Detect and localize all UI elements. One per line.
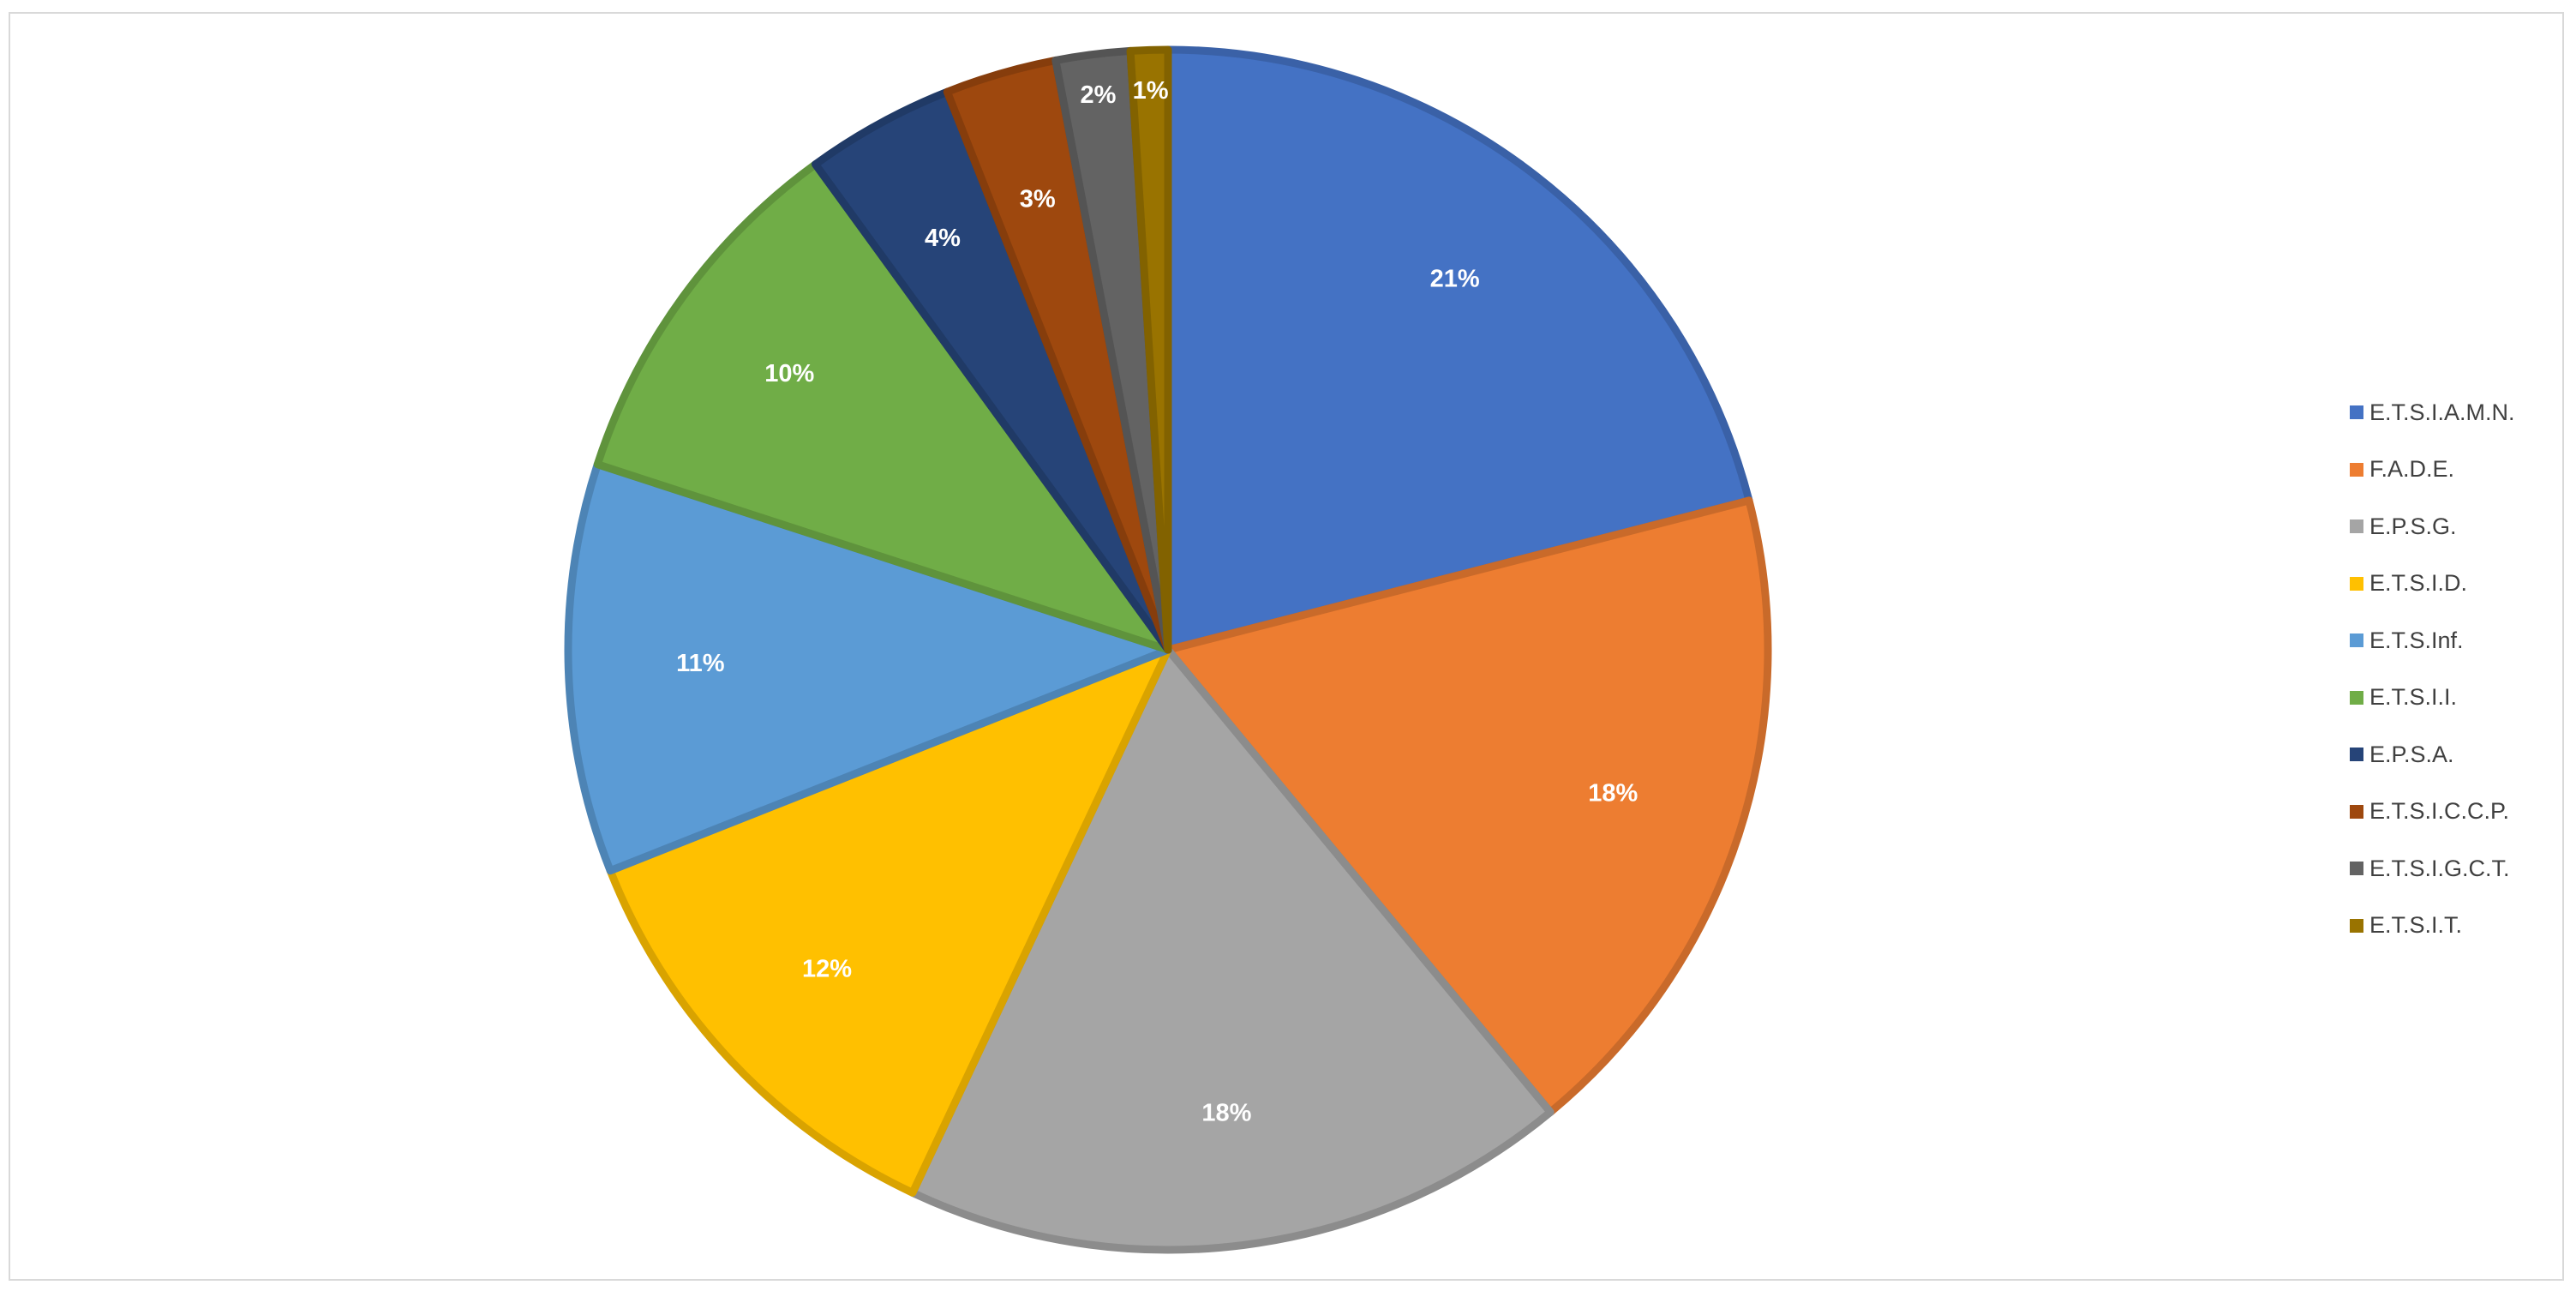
legend-swatch — [2350, 862, 2363, 876]
pie-slice-2 — [1164, 496, 1772, 1116]
legend-label: E.T.S.I.A.M.N. — [2369, 399, 2515, 425]
legend-item-10: E.T.S.I.T. — [2350, 898, 2515, 955]
legend-item-1: E.T.S.I.A.M.N. — [2350, 384, 2515, 441]
legend-label: E.P.S.G. — [2369, 513, 2457, 539]
legend: E.T.S.I.A.M.N. F.A.D.E. E.P.S.G. E.T.S.I.D.… — [2350, 384, 2515, 954]
data-label-2: 18% — [1588, 779, 1638, 807]
legend-swatch — [2350, 405, 2363, 420]
legend-item-5: E.T.S.Inf. — [2350, 612, 2515, 670]
data-label-1: 21% — [1430, 265, 1480, 292]
legend-swatch — [2350, 748, 2363, 762]
legend-label: E.T.S.I.T. — [2369, 912, 2463, 939]
legend-label: E.T.S.I.D. — [2369, 570, 2468, 597]
data-label-3: 18% — [1201, 1099, 1251, 1126]
legend-label: F.A.D.E. — [2369, 456, 2455, 483]
legend-swatch — [2350, 519, 2363, 534]
legend-label: E.T.S.I.G.C.T. — [2369, 855, 2510, 881]
chart-area: 21% 18% 18% 12% 11% 10% 4% 3% 2% 1% E.T.S.I.A.M.N… — [9, 12, 2564, 1281]
data-label-8: 3% — [1020, 185, 1056, 213]
data-label-10: 1% — [1133, 77, 1169, 105]
legend-swatch — [2350, 804, 2363, 819]
data-label-4: 12% — [802, 955, 852, 982]
legend-item-6: E.T.S.I.I. — [2350, 670, 2515, 727]
pie-chart: 21% 18% 18% 12% 11% 10% 4% 3% 2% 1% — [564, 45, 1772, 1254]
legend-swatch — [2350, 576, 2363, 591]
legend-label: E.T.S.Inf. — [2369, 627, 2464, 653]
data-label-7: 4% — [925, 225, 961, 252]
pie-slice-5 — [564, 460, 1172, 875]
pie-data-labels: 21% 18% 18% 12% 11% 10% 4% 3% 2% 1% — [676, 77, 1638, 1126]
legend-item-8: E.T.S.I.C.C.P. — [2350, 784, 2515, 841]
legend-item-2: F.A.D.E. — [2350, 441, 2515, 499]
legend-swatch — [2350, 633, 2363, 648]
data-label-9: 2% — [1080, 81, 1116, 109]
pie-slice-3 — [908, 645, 1555, 1254]
legend-swatch — [2350, 462, 2363, 477]
legend-label: E.T.S.I.I. — [2369, 684, 2458, 711]
data-label-6: 10% — [764, 360, 814, 387]
legend-item-4: E.T.S.I.D. — [2350, 555, 2515, 613]
legend-label: E.P.S.A. — [2369, 741, 2454, 767]
pie-slices — [564, 45, 1772, 1254]
legend-item-9: E.T.S.I.G.C.T. — [2350, 840, 2515, 898]
legend-swatch — [2350, 918, 2363, 933]
pie-slice-4 — [606, 645, 1172, 1197]
legend-item-3: E.P.S.G. — [2350, 498, 2515, 555]
legend-swatch — [2350, 690, 2363, 705]
pie-slice-10 — [1126, 45, 1172, 654]
legend-label: E.T.S.I.C.C.P. — [2369, 798, 2510, 825]
pie-slice-1 — [1164, 45, 1753, 654]
data-label-5: 11% — [676, 650, 725, 677]
pie-slice-6 — [593, 160, 1172, 654]
legend-item-7: E.P.S.A. — [2350, 726, 2515, 784]
